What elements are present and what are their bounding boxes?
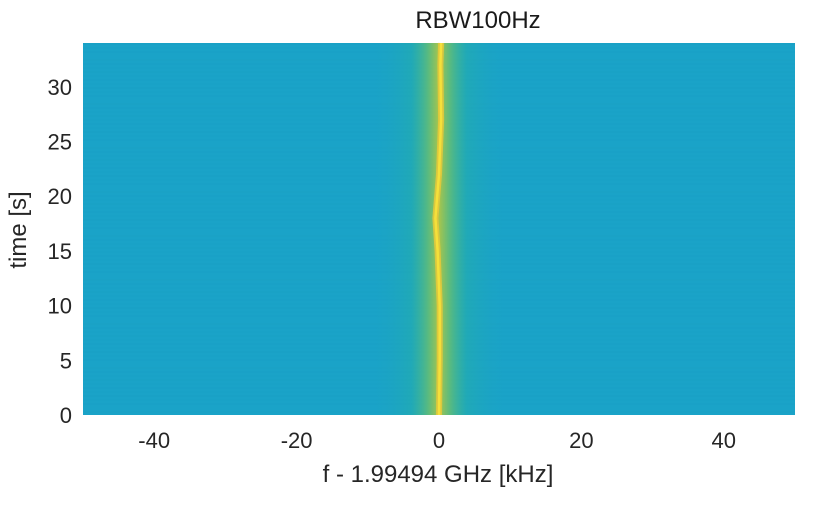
x-tick-label: -20	[281, 428, 313, 453]
plot-area	[83, 42, 795, 416]
x-axis-label: f - 1.99494 GHz [kHz]	[323, 461, 554, 488]
y-axis-label: time [s]	[5, 191, 32, 268]
x-tick-label: 40	[712, 428, 736, 453]
y-tick-label: 5	[60, 348, 72, 373]
y-axis-ticks: 0 5 10 15 20 25 30	[48, 75, 72, 428]
y-tick-label: 30	[48, 75, 72, 100]
signal-trace-core	[434, 42, 443, 416]
y-tick-label: 15	[48, 239, 72, 264]
y-tick-label: 10	[48, 294, 72, 319]
x-tick-label: 0	[433, 428, 445, 453]
x-axis-ticks: -40 -20 0 20 40	[138, 428, 736, 453]
x-tick-label: -40	[138, 428, 170, 453]
x-tick-label: 20	[569, 428, 593, 453]
y-tick-label: 25	[48, 129, 72, 154]
y-tick-label: 20	[48, 184, 72, 209]
chart-title: RBW100Hz	[415, 7, 540, 34]
y-tick-label: 0	[60, 403, 72, 428]
